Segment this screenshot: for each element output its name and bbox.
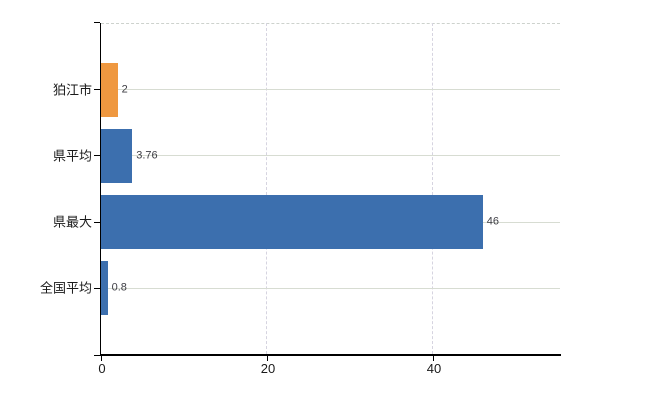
bar [101,261,108,316]
x-axis-tick [433,356,434,361]
y-axis-end-tick [94,355,100,356]
x-axis-line [100,354,561,356]
category-label: 県最大 [52,214,92,230]
plot-area: 0 20 40 狛江市 2 県平均 3.76 県最大 46 全国平均 0.8 [40,22,561,375]
value-label: 2 [121,83,128,96]
gridline-horizontal [101,89,560,91]
gridline-horizontal [101,155,560,157]
y-axis-tick [94,89,100,91]
category-label: 県平均 [52,148,92,164]
bar [101,62,118,117]
x-tick-label: 40 [426,361,442,376]
x-axis-tick [267,356,268,361]
plot-top-border [101,23,560,24]
x-tick-label: 20 [260,361,276,376]
gridline-vertical [266,23,267,354]
y-axis-end-tick [94,22,100,23]
bar [101,128,133,183]
category-label: 全国平均 [39,280,92,296]
value-label: 46 [486,215,500,228]
category-label: 狛江市 [52,82,92,98]
gridline-horizontal [101,287,560,289]
y-axis-line [100,23,101,356]
x-axis-tick [101,356,102,361]
y-axis-tick [94,155,100,157]
y-axis-tick [94,287,100,289]
y-axis-tick [94,221,100,223]
value-label: 0.8 [111,281,127,294]
gridline-vertical [432,23,433,354]
value-label: 3.76 [136,149,158,162]
x-tick-label: 0 [98,361,106,376]
bar [101,195,483,250]
